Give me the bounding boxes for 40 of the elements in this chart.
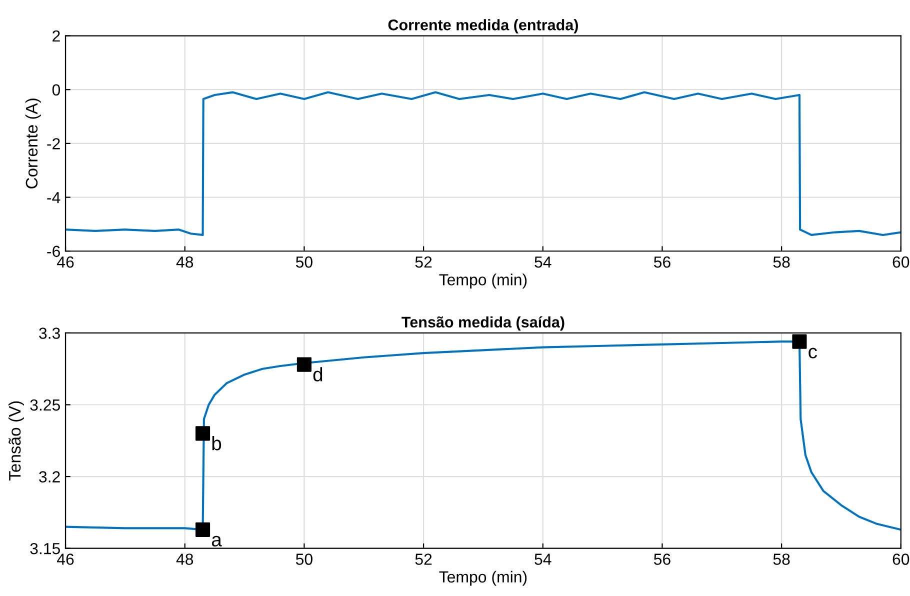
x-tick-label: 60: [892, 554, 910, 565]
y-tick-label: 3.3: [39, 328, 60, 339]
x-tick-label: 56: [654, 554, 670, 565]
y-tick-label: -4: [47, 192, 60, 204]
y-tick-label: 3.25: [30, 399, 60, 411]
annotation: d: [313, 367, 322, 382]
x-tick-label: 46: [57, 256, 74, 268]
x-tick-label: 58: [773, 256, 790, 268]
chart-title: Corrente medida (entrada): [388, 19, 578, 34]
y-tick-label: 2: [52, 30, 60, 42]
x-tick-label: 54: [534, 554, 552, 565]
annotation: c: [808, 348, 818, 358]
annotation: b: [212, 436, 222, 450]
x-tick-label: 50: [296, 554, 312, 565]
point: [195, 426, 210, 441]
point: [296, 357, 312, 372]
x-tick-label: 60: [892, 256, 910, 268]
x-tick-label: 56: [654, 256, 670, 268]
point: [792, 334, 807, 349]
y-tick-label: 0: [52, 84, 60, 96]
annotation: a: [212, 536, 222, 547]
y-axis-title: Corrente (A): [25, 98, 41, 188]
x-tick-label: 48: [176, 256, 194, 268]
x-axis-title: Tempo (min): [439, 274, 527, 289]
x-tick-label: 48: [176, 554, 194, 565]
line-series: [66, 91, 901, 236]
chart-title: Tensão medida (saída): [402, 316, 564, 331]
y-tick-label: 3.2: [39, 471, 60, 482]
x-tick-label: 54: [534, 256, 552, 268]
y-tick-label: -2: [47, 138, 60, 150]
x-tick-label: 52: [415, 554, 432, 565]
y-axis-title: Tensão (V): [8, 401, 24, 481]
x-tick-label: 46: [57, 554, 74, 565]
y-tick-label: -6: [47, 246, 60, 258]
x-axis-title: Tempo (min): [439, 570, 527, 586]
x-tick-label: 50: [296, 256, 312, 268]
x-tick-label: 58: [773, 554, 790, 565]
x-tick-label: 52: [415, 256, 432, 268]
point: [195, 522, 210, 537]
y-tick-label: 3.15: [30, 542, 60, 554]
